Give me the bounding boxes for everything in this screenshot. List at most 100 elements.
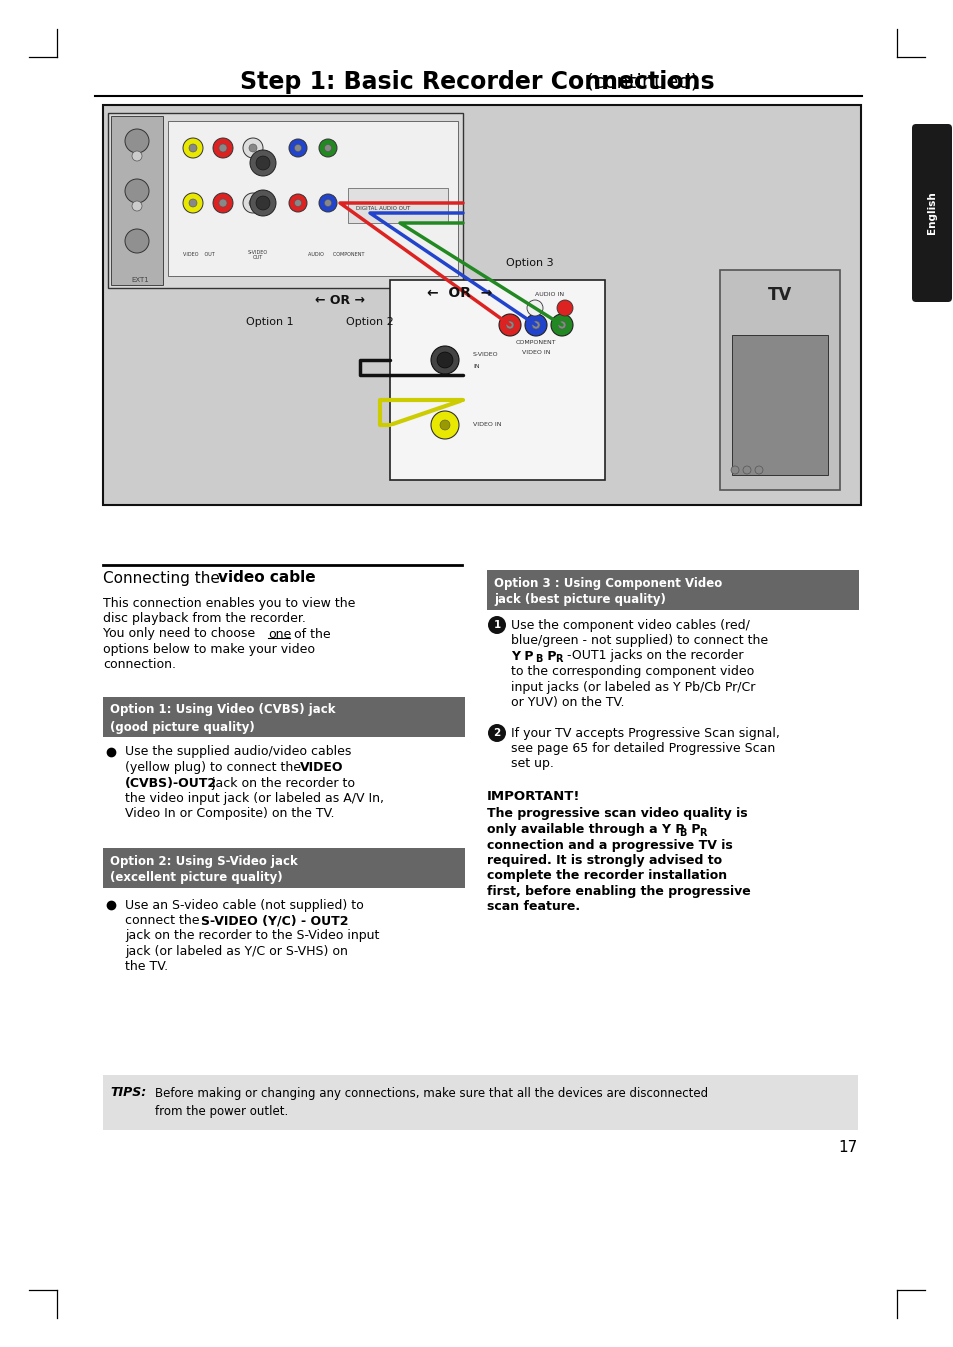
Text: Use the component video cables (red/: Use the component video cables (red/ bbox=[511, 618, 749, 632]
Text: connect the: connect the bbox=[125, 915, 203, 927]
Circle shape bbox=[505, 321, 514, 329]
Text: ← OR →: ← OR → bbox=[314, 294, 365, 307]
Text: TV: TV bbox=[767, 286, 791, 304]
Circle shape bbox=[498, 314, 520, 335]
Text: one: one bbox=[268, 628, 291, 641]
Text: (CVBS)-OUT2: (CVBS)-OUT2 bbox=[125, 776, 217, 789]
Text: to the corresponding component video: to the corresponding component video bbox=[511, 665, 754, 678]
Text: R: R bbox=[699, 827, 706, 838]
Circle shape bbox=[189, 199, 196, 207]
Circle shape bbox=[294, 199, 301, 206]
Text: input jacks (or labeled as Y Pb/Cb Pr/Cr: input jacks (or labeled as Y Pb/Cb Pr/Cr bbox=[511, 680, 755, 694]
Text: This connection enables you to view the: This connection enables you to view the bbox=[103, 597, 355, 609]
Circle shape bbox=[488, 616, 505, 634]
Circle shape bbox=[125, 179, 149, 203]
Text: B: B bbox=[535, 655, 542, 664]
Text: R: R bbox=[555, 655, 562, 664]
Circle shape bbox=[255, 197, 270, 210]
Circle shape bbox=[742, 466, 750, 474]
Circle shape bbox=[436, 352, 453, 368]
Text: of the: of the bbox=[290, 628, 331, 641]
Text: Option 1: Using Video (CVBS) jack: Option 1: Using Video (CVBS) jack bbox=[110, 703, 335, 717]
Text: English: English bbox=[926, 191, 936, 234]
Bar bbox=[103, 696, 464, 737]
Circle shape bbox=[355, 199, 361, 206]
Circle shape bbox=[526, 300, 542, 317]
Text: jack (or labeled as Y/C or S-VHS) on: jack (or labeled as Y/C or S-VHS) on bbox=[125, 946, 348, 958]
Bar bbox=[168, 121, 457, 276]
Text: S-VIDEO (Y/C) - OUT2: S-VIDEO (Y/C) - OUT2 bbox=[201, 915, 348, 927]
Text: options below to make your video: options below to make your video bbox=[103, 643, 314, 656]
Text: 1: 1 bbox=[493, 620, 500, 630]
Text: -OUT1 jacks on the recorder: -OUT1 jacks on the recorder bbox=[562, 649, 742, 663]
Circle shape bbox=[289, 194, 307, 211]
Circle shape bbox=[213, 137, 233, 158]
Text: Option 3 : Using Component Video: Option 3 : Using Component Video bbox=[494, 577, 721, 590]
Text: P: P bbox=[686, 823, 700, 836]
Text: the video input jack (or labeled as A/V In,: the video input jack (or labeled as A/V … bbox=[125, 792, 384, 806]
Text: You only need to choose: You only need to choose bbox=[103, 628, 259, 641]
Text: S-VIDEO
OUT: S-VIDEO OUT bbox=[248, 249, 268, 260]
Text: from the power outlet.: from the power outlet. bbox=[154, 1105, 288, 1118]
Text: or YUV) on the TV.: or YUV) on the TV. bbox=[511, 696, 624, 709]
Text: (good picture quality): (good picture quality) bbox=[110, 721, 254, 734]
Text: Use the supplied audio/video cables: Use the supplied audio/video cables bbox=[125, 745, 351, 758]
Bar bbox=[108, 113, 462, 288]
Circle shape bbox=[250, 190, 275, 216]
Circle shape bbox=[189, 144, 196, 152]
Circle shape bbox=[551, 314, 573, 335]
Circle shape bbox=[324, 144, 331, 151]
Circle shape bbox=[249, 199, 256, 207]
Text: jack on the recorder to the S-Video input: jack on the recorder to the S-Video inpu… bbox=[125, 929, 379, 943]
Text: connection.: connection. bbox=[103, 659, 175, 672]
Text: Y P: Y P bbox=[511, 649, 533, 663]
Text: AUDIO      COMPONENT: AUDIO COMPONENT bbox=[308, 252, 364, 257]
Circle shape bbox=[524, 314, 546, 335]
Text: B: B bbox=[679, 827, 685, 838]
Circle shape bbox=[255, 156, 270, 170]
Bar bbox=[486, 570, 858, 610]
Circle shape bbox=[289, 139, 307, 158]
Circle shape bbox=[219, 144, 227, 152]
Circle shape bbox=[431, 411, 458, 439]
Text: blue/green - not supplied) to connect the: blue/green - not supplied) to connect th… bbox=[511, 634, 767, 647]
Circle shape bbox=[431, 346, 458, 374]
Circle shape bbox=[183, 137, 203, 158]
Text: Option 3: Option 3 bbox=[506, 259, 554, 268]
Bar bbox=[390, 280, 604, 480]
Circle shape bbox=[132, 201, 142, 211]
Circle shape bbox=[219, 199, 227, 207]
Text: Before making or changing any connections, make sure that all the devices are di: Before making or changing any connection… bbox=[154, 1087, 707, 1099]
Circle shape bbox=[243, 137, 263, 158]
Circle shape bbox=[730, 466, 739, 474]
Text: connection and a progressive TV is: connection and a progressive TV is bbox=[486, 838, 732, 851]
Circle shape bbox=[183, 193, 203, 213]
Text: IMPORTANT!: IMPORTANT! bbox=[486, 789, 579, 803]
Text: complete the recorder installation: complete the recorder installation bbox=[486, 870, 726, 882]
Text: TIPS:: TIPS: bbox=[110, 1087, 146, 1099]
Text: ←  OR  →: ← OR → bbox=[427, 286, 492, 300]
Circle shape bbox=[132, 151, 142, 162]
Bar bbox=[103, 849, 464, 888]
Bar bbox=[111, 116, 163, 286]
Bar bbox=[731, 335, 827, 475]
Circle shape bbox=[754, 466, 762, 474]
Text: AUDIO IN: AUDIO IN bbox=[535, 292, 564, 298]
Text: set up.: set up. bbox=[511, 757, 554, 770]
Text: VIDEO    OUT: VIDEO OUT bbox=[183, 252, 214, 257]
Text: only available through a Y P: only available through a Y P bbox=[486, 823, 684, 836]
FancyBboxPatch shape bbox=[911, 124, 951, 302]
Text: VIDEO: VIDEO bbox=[299, 761, 343, 775]
Text: disc playback from the recorder.: disc playback from the recorder. bbox=[103, 612, 306, 625]
Text: The progressive scan video quality is: The progressive scan video quality is bbox=[486, 807, 747, 820]
Circle shape bbox=[125, 129, 149, 154]
Text: the TV.: the TV. bbox=[125, 960, 168, 974]
Text: required. It is strongly advised to: required. It is strongly advised to bbox=[486, 854, 721, 867]
Circle shape bbox=[558, 321, 565, 329]
Circle shape bbox=[488, 723, 505, 742]
Bar bbox=[720, 269, 840, 490]
Bar bbox=[103, 1075, 857, 1130]
Bar bbox=[103, 105, 861, 505]
Text: 2: 2 bbox=[493, 727, 500, 738]
Text: DIGITAL AUDIO OUT: DIGITAL AUDIO OUT bbox=[355, 206, 410, 210]
